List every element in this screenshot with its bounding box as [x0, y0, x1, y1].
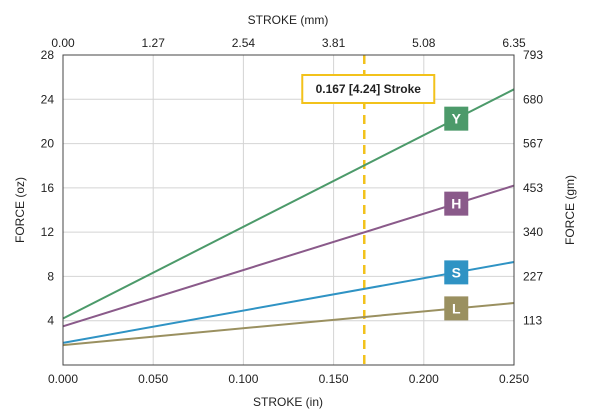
series-badge-l	[444, 296, 469, 321]
x-top-tick-label: 0.00	[51, 36, 75, 50]
y-right-tick-label: 680	[523, 92, 543, 106]
annotation-group: 0.167 [4.24] Stroke	[301, 74, 436, 104]
y-right-tick-label: 340	[523, 225, 543, 239]
series-badge-label: Y	[452, 111, 462, 127]
x-tick-label: 0.000	[48, 372, 78, 386]
reference-annotation-box	[301, 74, 436, 104]
y-tick-label: 16	[41, 181, 55, 195]
x-tick-label: 0.250	[499, 372, 529, 386]
y-tick-label: 20	[41, 137, 55, 151]
x-top-tick-label: 6.35	[502, 36, 526, 50]
series-badge-s	[444, 260, 469, 285]
x-tick-label: 0.100	[228, 372, 258, 386]
y-tick-label: 8	[47, 269, 54, 283]
y-right-tick-label: 113	[523, 314, 542, 328]
x-top-tick-label: 2.54	[232, 36, 256, 50]
x-axis-title: STROKE (in)	[253, 395, 323, 409]
x-tick-label: 0.200	[409, 372, 439, 386]
series-badge-label: H	[451, 196, 461, 212]
y-right-tick-label: 793	[523, 48, 543, 62]
y-tick-label: 24	[41, 92, 55, 106]
x-top-tick-label: 3.81	[322, 36, 346, 50]
y-right-tick-label: 227	[523, 269, 543, 283]
series-badge-label: S	[452, 264, 461, 280]
grid	[63, 55, 514, 365]
series-badges: Y H S L	[444, 106, 469, 321]
plot-frame	[62, 54, 515, 366]
series-badge-h	[444, 191, 469, 216]
y-right-axis-title: FORCE (gm)	[563, 175, 577, 245]
y-tick-label: 12	[41, 225, 55, 239]
x-tick-label: 0.050	[138, 372, 168, 386]
series-line-l	[62, 302, 515, 347]
x-top-tick-label: 5.08	[412, 36, 436, 50]
series-line-y	[62, 88, 515, 320]
reference-annotation-label: 0.167 [4.24] Stroke	[316, 82, 422, 96]
y-axis-title: FORCE (oz)	[13, 177, 27, 243]
x-top-tick-label: 1.27	[142, 36, 166, 50]
series-line-s	[62, 261, 515, 344]
tick-labels: 0.000 0.00 0.050 1.27 0.100 2.54 0.150 3.81 0.20…	[41, 36, 544, 386]
y-right-tick-label: 567	[523, 137, 543, 151]
x-top-axis-title: STROKE (mm)	[248, 13, 329, 27]
series-group	[62, 88, 515, 347]
series-line-h	[62, 184, 515, 328]
series-badge-label: L	[452, 300, 461, 316]
series-badge-y	[444, 106, 469, 131]
y-tick-label: 28	[41, 48, 55, 62]
x-tick-label: 0.150	[319, 372, 349, 386]
y-tick-label: 4	[47, 314, 54, 328]
y-right-tick-label: 453	[523, 181, 543, 195]
